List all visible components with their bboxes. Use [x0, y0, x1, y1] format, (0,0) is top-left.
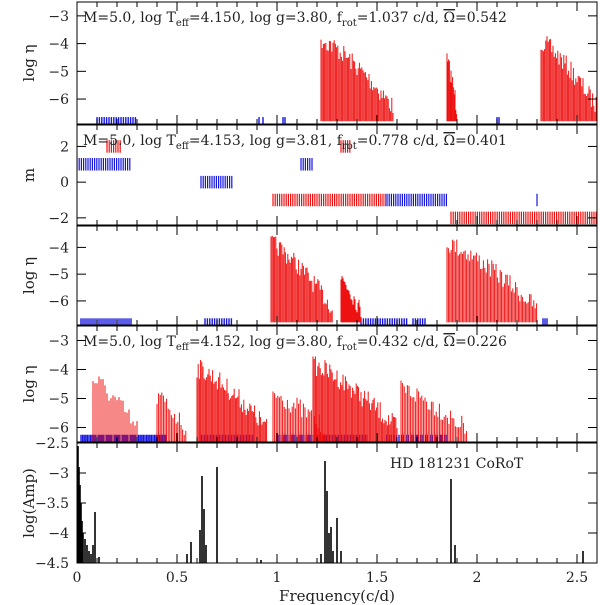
y-tick-label: −2.5 [35, 436, 69, 452]
panel-bottom: HD 181231 CoRoT −2.5 −3 −3.5 −4 −4.5 log(Amp) 0… [20, 436, 598, 605]
y-tick-label: −3 [48, 9, 69, 25]
title-logg: log g=3.81, [250, 133, 337, 149]
title-frot-val: =1.037 c/d, [357, 10, 444, 26]
title-frot: f [337, 10, 344, 26]
title-teff-sub: eff [176, 18, 190, 29]
panel-m: 20−2mM=5.0, log Teff=4.153, log g=3.81, … [20, 124, 598, 227]
title-teff: log T [140, 133, 176, 149]
y-tick-label: −3.5 [35, 496, 69, 512]
panel-third: −4 −5 −6 log η [20, 225, 598, 326]
y-tick-label: −5 [48, 392, 69, 408]
marks [77, 140, 597, 225]
y-tick-label: −4 [48, 37, 69, 53]
annotation: HD 181231 CoRoT [390, 456, 524, 472]
y-tick-label: −4.5 [35, 556, 69, 572]
y-tick-label: −6 [48, 294, 69, 310]
title-mass: M=5.0, [83, 133, 140, 149]
title-frot-sub: rot [342, 141, 357, 152]
y-tick-label: −3 [48, 466, 69, 482]
panel-title: M=5.0, log Teff=4.152, log g=3.80, frot=… [83, 334, 507, 353]
title-logg: log g=3.80, [250, 10, 337, 26]
y-axis-label: log η [20, 257, 38, 294]
panel-frame [76, 225, 598, 326]
title-frot-val: =0.778 c/d, [357, 133, 444, 149]
title-frot-sub: rot [342, 342, 357, 353]
title-omega-val: =0.226 [455, 334, 507, 350]
x-axis-label: Frequency(c/d) [279, 587, 395, 605]
title-teff: log T [140, 334, 176, 350]
title-teff-val: =4.150, [189, 10, 250, 26]
panel-title: M=5.0, log Teff=4.153, log g=3.81, frot=… [83, 133, 507, 152]
x-tick-label: 1.5 [366, 570, 388, 586]
y-tick-label: 2 [60, 139, 69, 155]
title-frot-val: =0.432 c/d, [357, 334, 444, 350]
title-omega: Ω [443, 133, 455, 149]
panel-fourth: −3 −4 −5 −6 log η M=5.0, log Teff=4.152, log … [20, 325, 598, 443]
title-mass: M=5.0, [83, 334, 140, 350]
title-mass: M=5.0, [83, 10, 140, 26]
title-teff-val: =4.152, [189, 334, 250, 350]
panel-title: M=5.0, log Teff=4.150, log g=3.80, frot=… [83, 10, 507, 29]
y-axis-label: log η [20, 365, 38, 402]
x-tick-label: 2 [473, 570, 482, 586]
title-teff-sub: eff [176, 342, 190, 353]
title-teff-sub: eff [176, 141, 190, 152]
marks [77, 446, 584, 563]
marks [80, 356, 468, 442]
title-omega-val: =0.401 [455, 133, 507, 149]
y-tick-label: −4 [48, 363, 69, 379]
y-axis-label: m [20, 168, 38, 182]
y-tick-label: −2 [48, 211, 69, 227]
y-tick-label: −6 [48, 421, 69, 437]
y-axis-label: log(Amp) [20, 468, 38, 538]
title-teff: log T [140, 10, 176, 26]
title-omega: Ω [443, 10, 455, 26]
title-frot-sub: rot [342, 18, 357, 29]
y-tick-label: −3 [48, 334, 69, 350]
x-tick-label: 0 [73, 570, 82, 586]
y-tick-label: −4 [48, 526, 69, 542]
x-tick-label: 1 [273, 570, 282, 586]
title-frot: f [337, 334, 344, 350]
marks [80, 235, 548, 325]
x-tick-label: 0.5 [166, 570, 188, 586]
title-logg: log g=3.80, [250, 334, 337, 350]
title-frot: f [337, 133, 344, 149]
title-teff-val: =4.153, [189, 133, 250, 149]
y-tick-label: −5 [48, 267, 69, 283]
y-tick-label: −5 [48, 64, 69, 80]
y-axis-label: log η [20, 44, 38, 81]
y-tick-label: −6 [48, 92, 69, 108]
y-tick-label: −4 [48, 240, 69, 256]
panel-top: −3 −4 −5 −6 log η M=5.0, log Teff=4.150, log … [20, 1, 598, 125]
marks [96, 36, 597, 124]
title-omega-val: =0.542 [455, 10, 507, 26]
y-tick-label: 0 [60, 175, 69, 191]
title-omega: Ω [443, 334, 455, 350]
x-tick-label: 2.5 [566, 570, 588, 586]
